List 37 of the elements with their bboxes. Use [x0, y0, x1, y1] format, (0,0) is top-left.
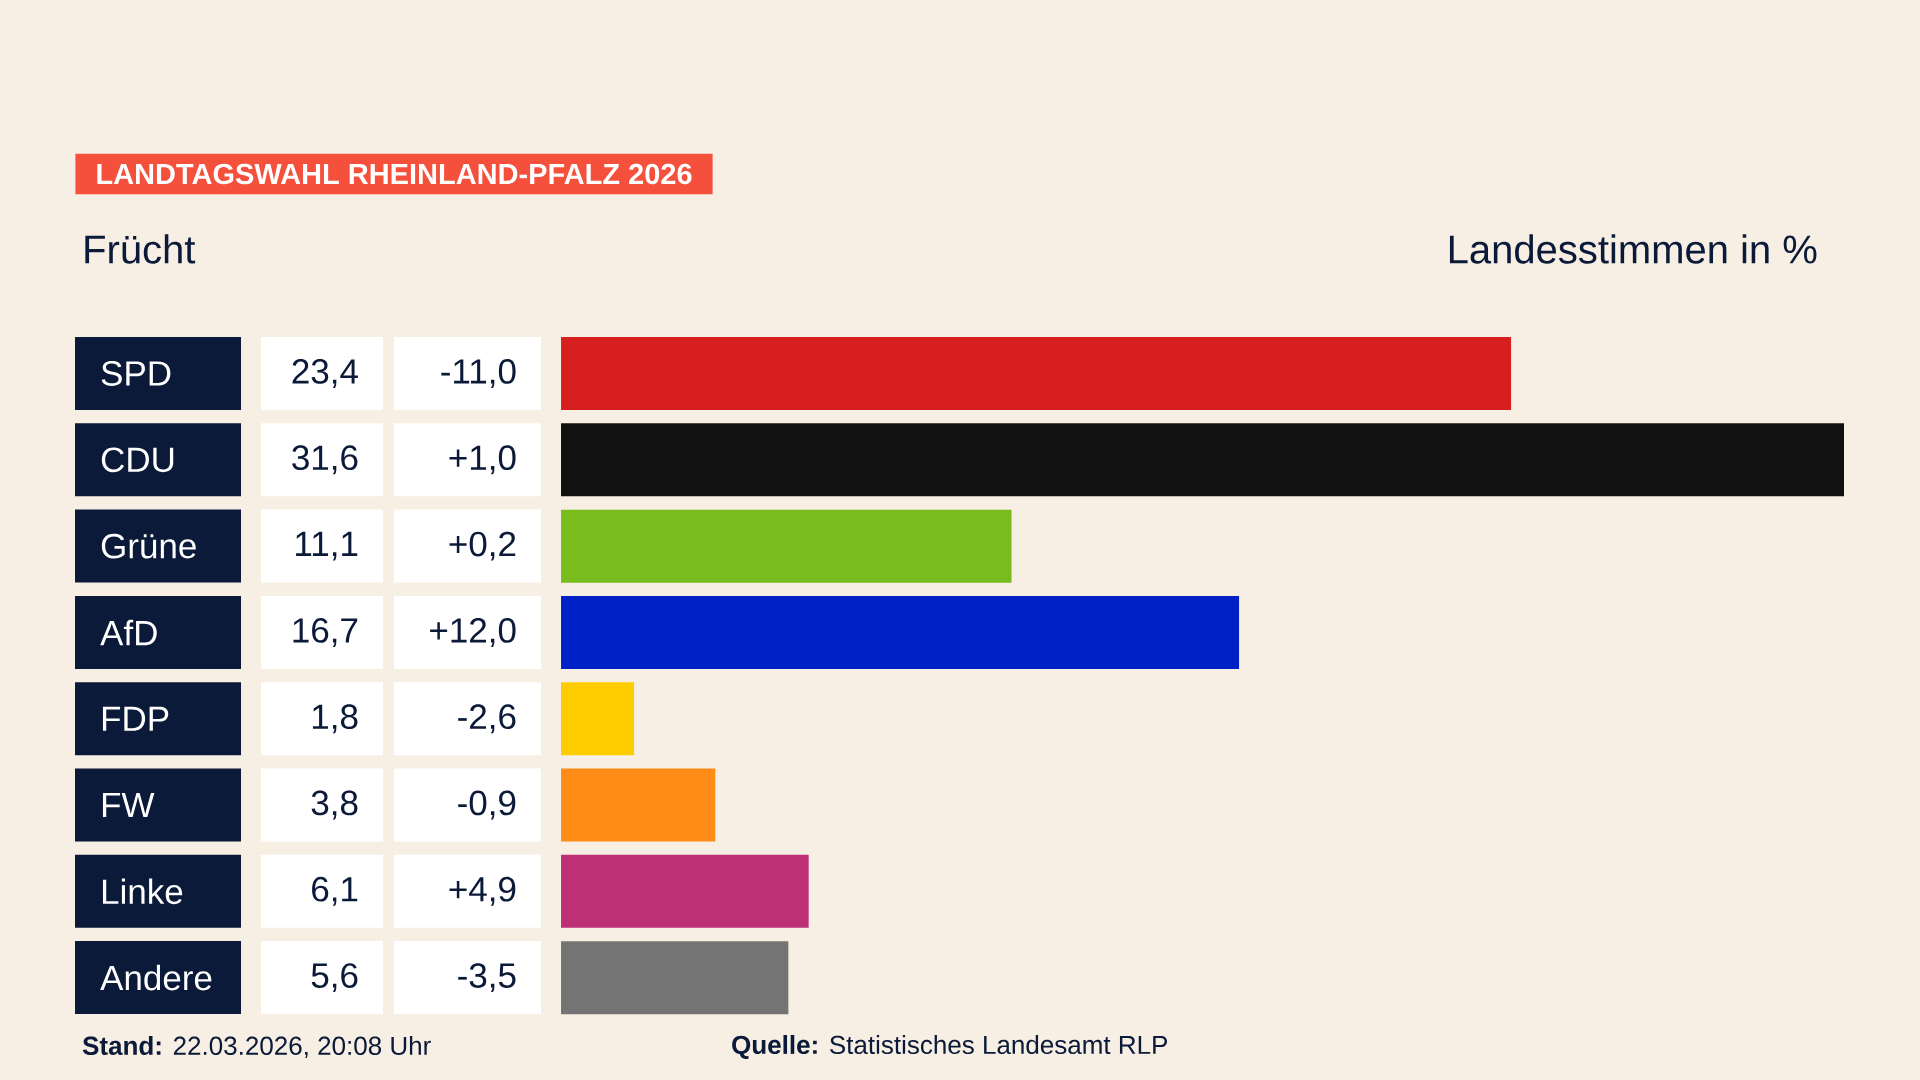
chart-title: LANDTAGSWAHL RHEINLAND-PFALZ 2026	[97, 163, 692, 185]
y-tick-label: CDU	[101, 447, 174, 473]
data-label: 1,8	[312, 704, 358, 734]
x-axis-title: Landesstimmen in %	[1449, 234, 1817, 264]
text: -11,0	[441, 359, 516, 388]
data-label: 6,1	[312, 876, 358, 906]
text: Stand: 22.03.2026, 20:08 Uhr	[82, 1035, 431, 1059]
data-label: 3,8	[311, 790, 358, 820]
y-tick-label: SPD	[101, 361, 171, 386]
data-label: 11,1	[296, 531, 358, 561]
text: -2,6	[458, 704, 516, 734]
y-tick-label: Andere	[100, 964, 212, 991]
text: -3,5	[458, 963, 516, 993]
text: +12,0	[430, 618, 516, 647]
text: +0,2	[449, 531, 516, 561]
y-tick-label: Linke	[102, 878, 183, 905]
bar	[561, 768, 716, 842]
bar	[561, 854, 809, 928]
data-label: 5,6	[311, 963, 358, 993]
y-tick-label: FW	[102, 792, 155, 818]
text: Quelle: Statistisches Landesamt RLP	[732, 1035, 1168, 1059]
text: +1,0	[449, 445, 516, 475]
data-label: 16,7	[293, 618, 358, 647]
bar	[561, 509, 1012, 583]
bar	[561, 595, 1240, 669]
bar	[561, 337, 1512, 411]
bar	[561, 423, 1845, 497]
bar	[561, 941, 789, 1015]
data-label: 23,4	[292, 359, 358, 388]
y-tick-label: Grüne	[101, 533, 196, 559]
bar	[561, 682, 635, 756]
y-tick-label: FDP	[102, 706, 169, 731]
text: -0,9	[458, 790, 516, 820]
y-tick-label: AfD	[100, 619, 157, 646]
text: +4,9	[449, 876, 516, 906]
text: Frücht	[85, 234, 196, 264]
data-label: 31,6	[292, 445, 358, 475]
